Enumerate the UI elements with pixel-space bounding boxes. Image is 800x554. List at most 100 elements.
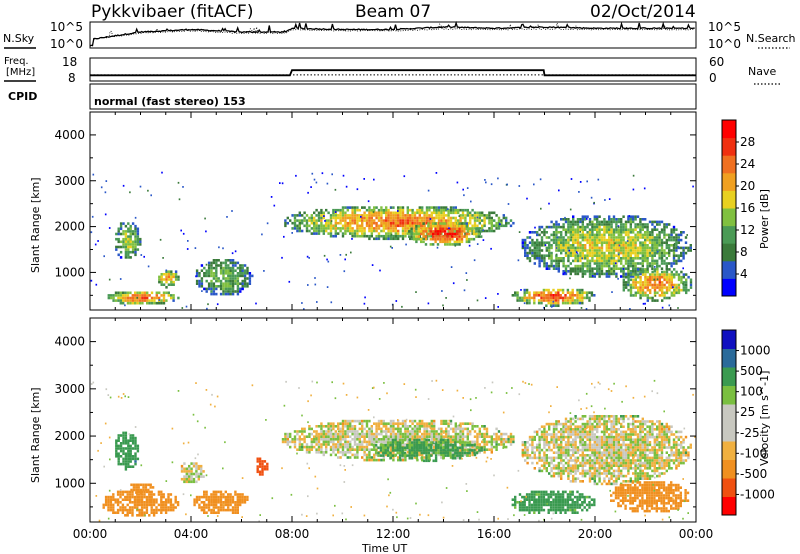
velocity-echo-cell xyxy=(533,511,536,514)
power-echo-cell xyxy=(557,249,560,252)
power-echo-cell xyxy=(392,214,395,217)
velocity-echo-cell xyxy=(169,508,173,512)
power-echo-cell xyxy=(615,249,618,252)
velocity-echo-cell xyxy=(349,419,352,423)
velocity-echo-cell xyxy=(261,460,264,463)
velocity-echo-cell xyxy=(346,435,349,438)
power-echo-cell xyxy=(627,259,630,263)
power-echo-cell xyxy=(644,291,647,295)
velocity-echo-cell xyxy=(124,447,128,450)
power-echo-cell xyxy=(588,228,592,231)
power-echo-cell xyxy=(632,244,635,247)
velocity-echo-cell xyxy=(162,506,165,509)
power-echo-cell xyxy=(547,291,550,294)
power-echo-cell xyxy=(131,294,134,297)
power-sparse-echo xyxy=(507,203,510,205)
power-echo-cell xyxy=(469,211,472,215)
velocity-echo-cell xyxy=(410,441,414,444)
power-echo-cell xyxy=(615,244,618,247)
power-echo-cell xyxy=(574,241,577,244)
power-echo-cell xyxy=(124,230,128,233)
power-echo-cell xyxy=(464,208,467,212)
velocity-echo-cell xyxy=(430,435,433,438)
velocity-echo-cell xyxy=(134,447,137,450)
power-echo-cell xyxy=(422,240,425,244)
power-echo-cell xyxy=(525,288,529,292)
power-echo-cell xyxy=(447,208,450,212)
velocity-echo-cell xyxy=(315,438,318,441)
power-echo-cell xyxy=(124,243,128,246)
power-echo-cell xyxy=(560,241,563,244)
power-echo-cell xyxy=(243,274,247,278)
power-echo-cell xyxy=(449,208,453,212)
velocity-echo-cell xyxy=(459,448,462,451)
power-echo-cell xyxy=(670,286,673,289)
power-echo-cell xyxy=(460,237,464,241)
velocity-echo-cell xyxy=(401,443,405,446)
velocity-echo-cell xyxy=(303,440,306,444)
velocity-echo-cell xyxy=(116,508,120,512)
velocity-echo-cell xyxy=(394,422,397,425)
power-echo-cell xyxy=(663,291,666,295)
power-echo-cell xyxy=(380,224,383,228)
power-echo-cell xyxy=(385,214,388,217)
power-sparse-echo xyxy=(448,227,450,230)
power-echo-cell xyxy=(581,223,584,226)
velocity-echo-cell xyxy=(391,438,395,442)
velocity-echo-cell xyxy=(310,432,313,436)
power-echo-cell xyxy=(641,257,644,260)
velocity-echo-cell xyxy=(428,430,431,433)
velocity-echo-cell xyxy=(389,427,393,431)
power-sparse-echo xyxy=(564,271,566,274)
velocity-echo-region xyxy=(115,431,140,471)
power-echo-cell xyxy=(557,304,560,307)
power-echo-cell xyxy=(239,290,242,293)
power-echo-cell xyxy=(540,296,543,300)
velocity-echo-cell xyxy=(490,451,493,454)
velocity-echo-cell xyxy=(463,451,467,455)
power-echo-cell xyxy=(533,299,536,302)
power-echo-cell xyxy=(653,228,656,231)
velocity-echo-cell xyxy=(363,427,366,431)
power-echo-cell xyxy=(382,227,385,230)
power-echo-cell xyxy=(158,278,161,281)
velocity-echo-cell xyxy=(370,458,373,462)
power-echo-cell xyxy=(603,218,606,221)
power-echo-cell xyxy=(370,214,373,217)
velocity-echo-cell xyxy=(303,438,306,441)
velocity-echo-cell xyxy=(109,498,113,501)
power-echo-cell xyxy=(632,228,635,231)
power-sparse-echo xyxy=(182,186,184,188)
power-echo-cell xyxy=(198,272,201,275)
power-echo-cell xyxy=(410,235,413,238)
velocity-echo-cell xyxy=(469,445,472,449)
velocity-echo-cell xyxy=(298,443,301,446)
velocity-echo-cell xyxy=(370,448,373,451)
velocity-echo-cell xyxy=(435,438,438,441)
power-sparse-echo xyxy=(159,238,162,241)
power-echo-cell xyxy=(243,277,247,280)
power-echo-cell xyxy=(581,249,584,252)
velocity-echo-cell xyxy=(207,506,211,509)
velocity-echo-cell xyxy=(422,451,426,455)
power-echo-cell xyxy=(554,301,558,305)
velocity-echo-cell xyxy=(480,446,483,450)
power-echo-cell xyxy=(622,238,625,242)
power-echo-cell xyxy=(432,222,435,225)
velocity-echo-cell xyxy=(358,438,361,441)
power-echo-cell xyxy=(313,229,316,233)
power-echo-cell xyxy=(451,227,454,231)
velocity-echo-cell xyxy=(547,508,550,512)
power-echo-cell xyxy=(572,231,575,234)
power-sparse-echo xyxy=(108,227,111,229)
power-echo-cell xyxy=(581,254,584,257)
power-echo-cell xyxy=(131,299,134,302)
power-echo-cell xyxy=(210,264,213,267)
power-echo-cell xyxy=(612,254,616,257)
power-sparse-echo xyxy=(291,232,293,234)
power-echo-cell xyxy=(682,275,685,279)
power-echo-cell xyxy=(332,216,335,220)
velocity-echo-cell xyxy=(142,488,145,492)
velocity-echo-cell xyxy=(483,443,486,446)
power-echo-cell xyxy=(483,229,486,233)
